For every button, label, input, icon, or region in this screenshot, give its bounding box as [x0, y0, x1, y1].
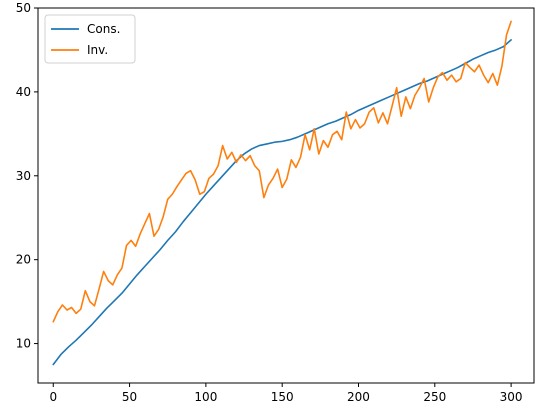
legend-box	[44, 14, 136, 64]
series-line-inv	[52, 20, 512, 323]
legend-label-inv: Inv.	[87, 43, 108, 57]
series-layer	[52, 20, 512, 366]
x-tick-label: 50	[122, 390, 137, 404]
x-axis: 0 50 100 150 200 250 300	[49, 383, 523, 404]
plot-frame	[37, 7, 535, 384]
y-tick-label: 50	[16, 1, 31, 15]
x-tick-label: 300	[500, 390, 523, 404]
plot-area	[37, 7, 535, 384]
series-line-cons	[52, 39, 512, 366]
legend-label-cons: Cons.	[87, 22, 120, 36]
x-tick-label: 0	[49, 390, 57, 404]
x-tick-label: 200	[347, 390, 370, 404]
x-tick-label: 150	[271, 390, 294, 404]
x-tick-label: 250	[423, 390, 446, 404]
x-tick-label: 100	[194, 390, 217, 404]
y-tick-label: 10	[16, 337, 31, 351]
y-tick-label: 30	[16, 169, 31, 183]
y-tick-label: 20	[16, 253, 31, 267]
y-axis: 10 20 30 40 50	[16, 1, 38, 351]
y-tick-label: 40	[16, 85, 31, 99]
legend: Cons. Inv.	[44, 14, 136, 64]
